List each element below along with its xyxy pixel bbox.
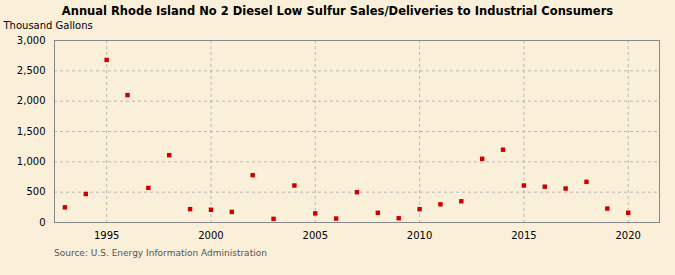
svg-text:2015: 2015 [511,230,536,241]
svg-text:500: 500 [26,186,45,197]
svg-text:1,000: 1,000 [17,156,46,167]
svg-text:2000: 2000 [198,230,223,241]
svg-text:1,500: 1,500 [17,126,46,137]
svg-text:2020: 2020 [615,230,640,241]
svg-text:3,000: 3,000 [17,35,46,46]
svg-text:2010: 2010 [407,230,432,241]
html-text:Source: U.S. Energy Informatio: Source: U.S. Energy Information Administ… [54,248,267,258]
svg-text:2,500: 2,500 [17,65,46,76]
svg-text:2,000: 2,000 [17,95,46,106]
html-text:Annual Rhode Island No 2 Diese: Annual Rhode Island No 2 Diesel Low Sulf… [61,4,614,18]
svg-text:2005: 2005 [303,230,328,241]
svg-text:0: 0 [39,217,45,228]
svg-text:1995: 1995 [94,230,119,241]
svg-text:Thousand Gallons: Thousand Gallons [3,20,93,31]
